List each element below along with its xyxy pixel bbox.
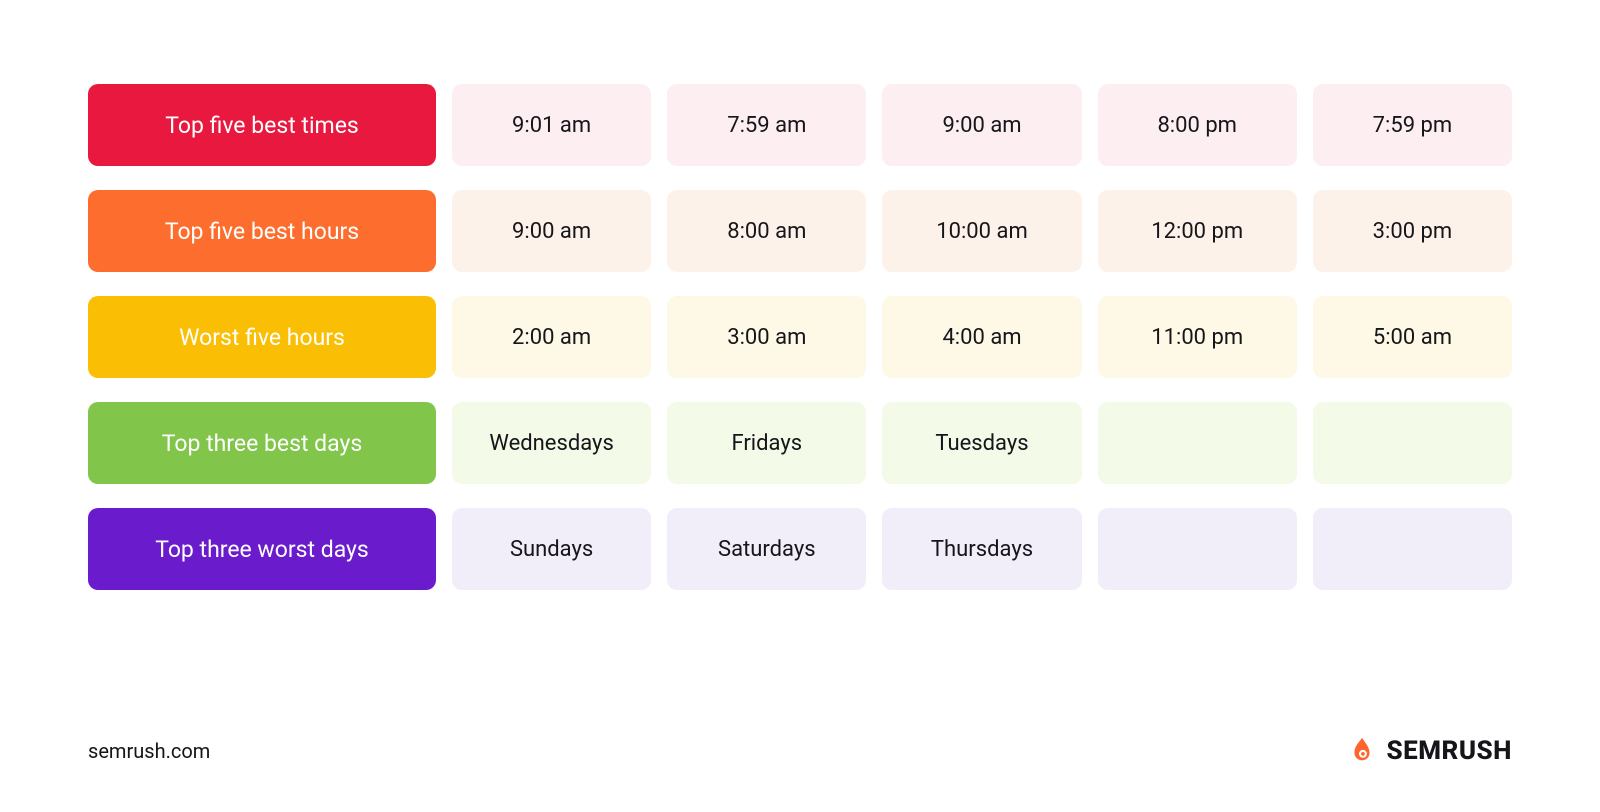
value-cell: Tuesdays — [882, 402, 1081, 484]
value-cell: 4:00 am — [882, 296, 1081, 378]
value-cell: 5:00 am — [1313, 296, 1512, 378]
value-cell: 9:01 am — [452, 84, 651, 166]
footer: semrush.com SEMRUSH — [88, 736, 1512, 766]
table-row: Top five best times 9:01 am 7:59 am 9:00… — [88, 84, 1512, 166]
footer-url: semrush.com — [88, 739, 210, 763]
value-cell — [1313, 508, 1512, 590]
table-row: Top three worst days Sundays Saturdays T… — [88, 508, 1512, 590]
table-row: Worst five hours 2:00 am 3:00 am 4:00 am… — [88, 296, 1512, 378]
value-cell: 8:00 pm — [1098, 84, 1297, 166]
value-cell: Sundays — [452, 508, 651, 590]
brand-name: SEMRUSH — [1387, 736, 1512, 766]
row-label-worst-hours: Worst five hours — [88, 296, 436, 378]
row-label-best-days: Top three best days — [88, 402, 436, 484]
value-cell: 3:00 am — [667, 296, 866, 378]
row-label-best-times: Top five best times — [88, 84, 436, 166]
value-cell: 9:00 am — [882, 84, 1081, 166]
table-row: Top three best days Wednesdays Fridays T… — [88, 402, 1512, 484]
value-cell: 11:00 pm — [1098, 296, 1297, 378]
value-cell: 2:00 am — [452, 296, 651, 378]
value-cell: 3:00 pm — [1313, 190, 1512, 272]
flame-icon — [1347, 736, 1377, 766]
value-cell — [1098, 402, 1297, 484]
value-cell: Thursdays — [882, 508, 1081, 590]
brand-logo: SEMRUSH — [1347, 736, 1512, 766]
value-cell: Wednesdays — [452, 402, 651, 484]
value-cell: Fridays — [667, 402, 866, 484]
table-row: Top five best hours 9:00 am 8:00 am 10:0… — [88, 190, 1512, 272]
value-cell — [1313, 402, 1512, 484]
value-cell: 9:00 am — [452, 190, 651, 272]
value-cell: 7:59 pm — [1313, 84, 1512, 166]
data-table: Top five best times 9:01 am 7:59 am 9:00… — [88, 84, 1512, 590]
value-cell — [1098, 508, 1297, 590]
row-label-worst-days: Top three worst days — [88, 508, 436, 590]
value-cell: 10:00 am — [882, 190, 1081, 272]
value-cell: 8:00 am — [667, 190, 866, 272]
value-cell: 12:00 pm — [1098, 190, 1297, 272]
value-cell: 7:59 am — [667, 84, 866, 166]
row-label-best-hours: Top five best hours — [88, 190, 436, 272]
value-cell: Saturdays — [667, 508, 866, 590]
